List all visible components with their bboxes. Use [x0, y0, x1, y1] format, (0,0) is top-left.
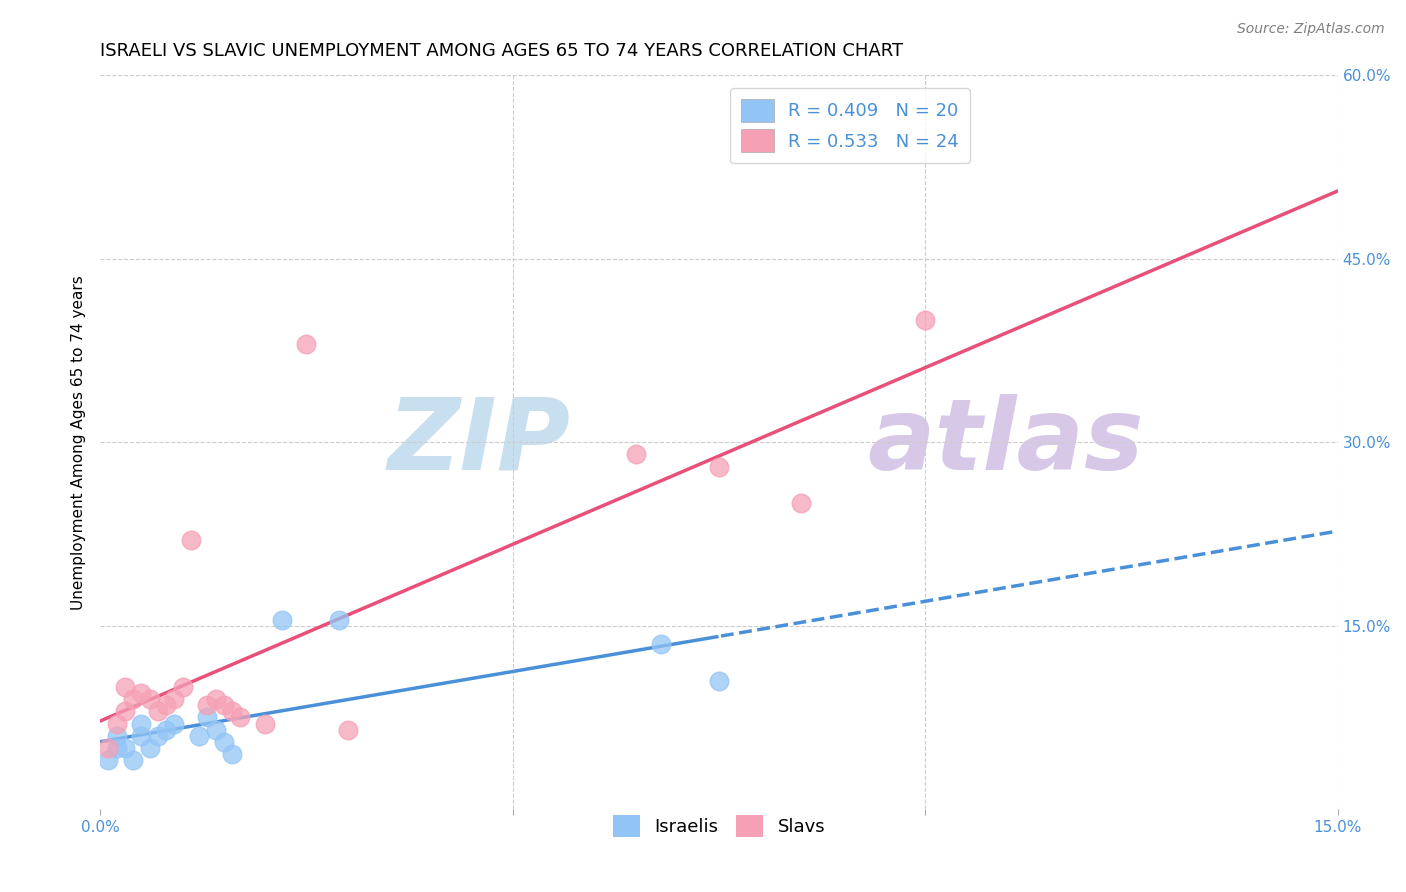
Point: [229, 710, 252, 724]
Point: [707, 673, 730, 688]
Point: [188, 729, 211, 743]
Point: [97, 741, 120, 756]
Point: [97, 753, 120, 767]
Point: [212, 735, 235, 749]
Point: [105, 741, 128, 756]
Text: ZIP: ZIP: [388, 393, 571, 491]
Point: [146, 704, 169, 718]
Point: [122, 692, 145, 706]
Point: [650, 637, 672, 651]
Point: [221, 704, 243, 718]
Y-axis label: Unemployment Among Ages 65 to 74 years: Unemployment Among Ages 65 to 74 years: [72, 275, 86, 609]
Point: [790, 496, 813, 510]
Text: Source: ZipAtlas.com: Source: ZipAtlas.com: [1237, 22, 1385, 37]
Point: [131, 686, 153, 700]
Point: [114, 704, 136, 718]
Point: [105, 716, 128, 731]
Point: [270, 613, 292, 627]
Text: atlas: atlas: [868, 393, 1144, 491]
Point: [336, 723, 359, 737]
Point: [105, 729, 128, 743]
Point: [195, 710, 218, 724]
Point: [707, 459, 730, 474]
Point: [155, 698, 177, 713]
Point: [204, 723, 226, 737]
Point: [914, 313, 936, 327]
Point: [114, 741, 136, 756]
Point: [221, 747, 243, 761]
Point: [131, 716, 153, 731]
Point: [204, 692, 226, 706]
Point: [138, 692, 160, 706]
Point: [163, 692, 186, 706]
Point: [122, 753, 145, 767]
Point: [163, 716, 186, 731]
Point: [114, 680, 136, 694]
Point: [328, 613, 350, 627]
Point: [180, 533, 202, 547]
Legend: Israelis, Slavs: Israelis, Slavs: [606, 807, 832, 844]
Point: [155, 723, 177, 737]
Point: [131, 729, 153, 743]
Point: [146, 729, 169, 743]
Point: [626, 447, 648, 461]
Point: [172, 680, 194, 694]
Point: [195, 698, 218, 713]
Text: ISRAELI VS SLAVIC UNEMPLOYMENT AMONG AGES 65 TO 74 YEARS CORRELATION CHART: ISRAELI VS SLAVIC UNEMPLOYMENT AMONG AGE…: [100, 42, 903, 60]
Point: [254, 716, 277, 731]
Point: [295, 337, 318, 351]
Point: [138, 741, 160, 756]
Point: [212, 698, 235, 713]
